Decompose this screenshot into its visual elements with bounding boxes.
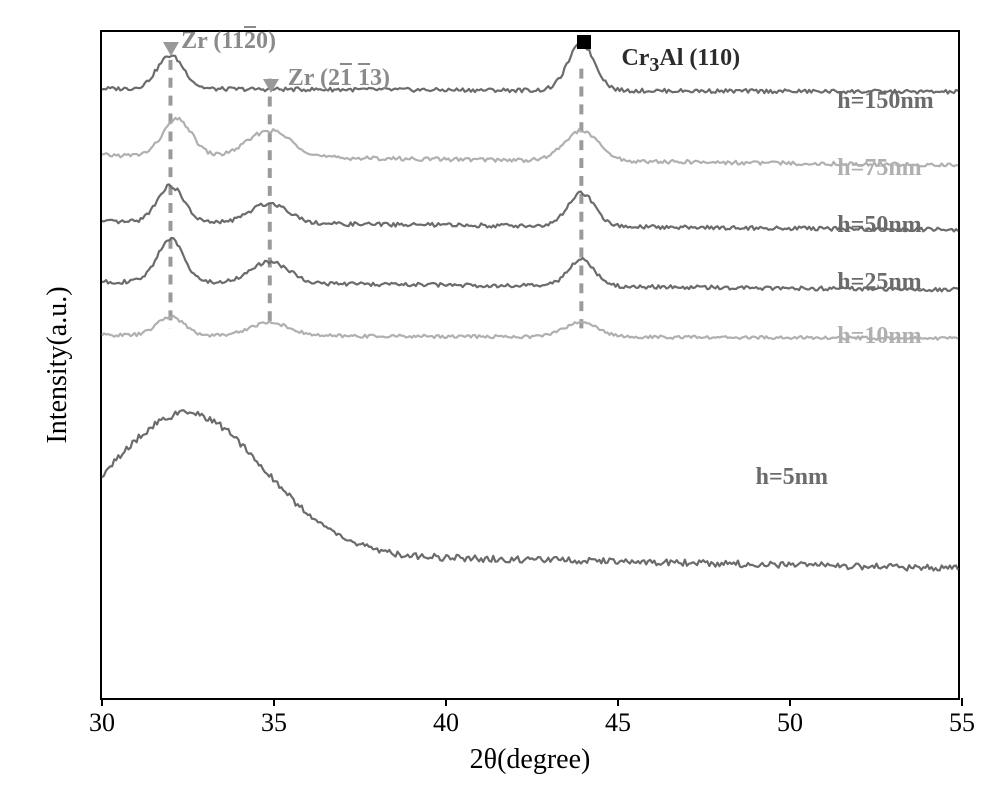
x-tick <box>789 698 791 706</box>
series-label: h=5nm <box>756 464 828 491</box>
x-tick-label: 40 <box>433 708 459 738</box>
y-axis-label: Intensity(a.u.) <box>42 286 74 443</box>
series-label: h=75nm <box>837 155 921 182</box>
x-tick <box>273 698 275 706</box>
series-label: h=50nm <box>837 212 921 239</box>
x-tick <box>101 698 103 706</box>
peak-annotation: Zr (1120) <box>181 28 276 55</box>
square-marker-icon <box>577 35 591 49</box>
x-tick <box>961 698 963 706</box>
peak-annotation: Zr (21 13) <box>288 65 390 92</box>
x-tick-label: 35 <box>261 708 287 738</box>
x-tick <box>617 698 619 706</box>
triangle-marker-icon <box>163 42 179 56</box>
series-label: h=150nm <box>837 88 933 115</box>
xrd-curve <box>102 410 958 570</box>
xrd-curve <box>102 118 958 166</box>
plot-svg <box>102 32 958 698</box>
xrd-curve <box>102 184 958 231</box>
x-tick <box>445 698 447 706</box>
x-tick-label: 30 <box>89 708 115 738</box>
x-tick-label: 45 <box>605 708 631 738</box>
triangle-marker-icon <box>263 79 279 93</box>
x-axis-label: 2θ(degree) <box>470 744 591 776</box>
x-tick-label: 55 <box>949 708 975 738</box>
series-label: h=25nm <box>837 269 921 296</box>
x-tick-label: 50 <box>777 708 803 738</box>
peak-annotation: Cr3Al (110) <box>621 45 740 77</box>
series-label: h=10nm <box>837 323 921 350</box>
xrd-plot: Intensity(a.u.) 2θ(degree) 303540455055h… <box>100 30 960 700</box>
xrd-curve <box>102 238 958 291</box>
xrd-curve <box>102 316 958 340</box>
